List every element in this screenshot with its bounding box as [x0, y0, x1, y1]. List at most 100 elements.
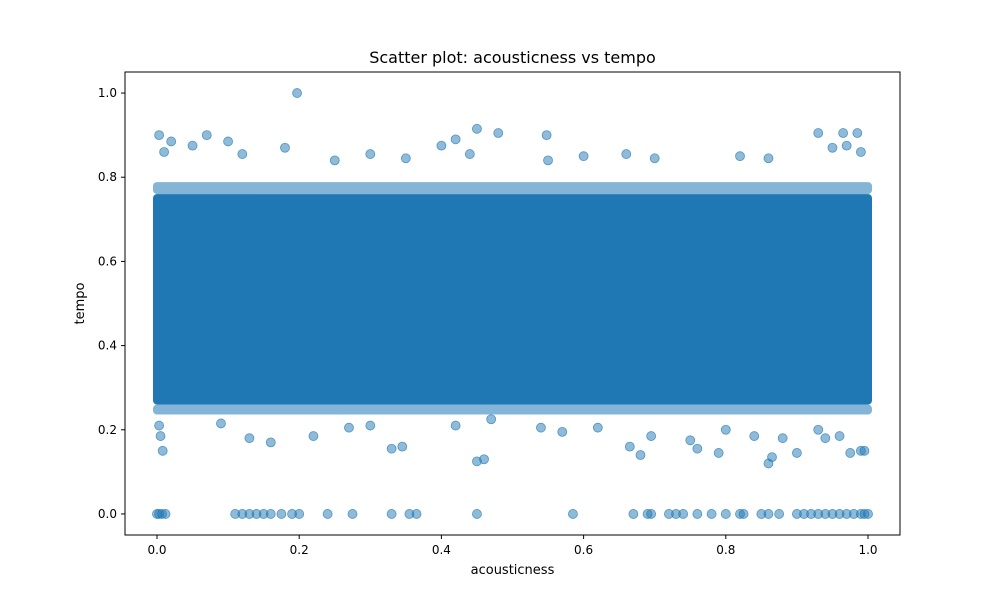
- scatter-point: [852, 128, 863, 138]
- y-tick-label: 1.0: [98, 86, 117, 100]
- scatter-point: [386, 509, 397, 519]
- y-tick-label: 0.6: [98, 254, 117, 268]
- scatter-point: [479, 454, 489, 465]
- scatter-point: [646, 509, 657, 519]
- scatter-point: [157, 445, 168, 456]
- scatter-point: [720, 424, 731, 435]
- scatter-point: [294, 509, 305, 519]
- scatter-points: [152, 88, 873, 519]
- scatter-point: [216, 418, 226, 429]
- scatter-point: [855, 147, 866, 157]
- scatter-point: [543, 155, 553, 166]
- scatter-point: [646, 431, 657, 441]
- y-tick-label: 0.8: [98, 170, 117, 184]
- x-tick-label: 0.4: [432, 543, 451, 557]
- scatter-point: [845, 448, 856, 458]
- scatter-point: [244, 433, 255, 444]
- scatter-point: [536, 422, 546, 433]
- scatter-point: [838, 128, 849, 138]
- scatter-point: [155, 431, 166, 441]
- scatter-point: [223, 136, 233, 147]
- scatter-point: [678, 509, 689, 519]
- scatter-point: [863, 509, 873, 519]
- scatter-point: [706, 509, 717, 519]
- scatter-point: [276, 509, 287, 519]
- scatter-point: [692, 443, 703, 454]
- scatter-point: [450, 134, 461, 145]
- scatter-point: [568, 509, 578, 519]
- scatter-point: [735, 151, 745, 162]
- scatter-point: [237, 149, 248, 159]
- scatter-point: [493, 128, 504, 138]
- scatter-point: [159, 147, 170, 157]
- x-tick-label: 0.8: [716, 543, 735, 557]
- scatter-point: [308, 431, 319, 441]
- dense-region-upper-fringe: [152, 182, 873, 195]
- scatter-point: [265, 437, 276, 448]
- scatter-point: [187, 140, 198, 151]
- scatter-point: [763, 153, 774, 164]
- scatter-point: [322, 509, 333, 519]
- scatter-point: [557, 426, 568, 437]
- x-tick-label: 0.0: [147, 543, 166, 557]
- y-tick-label: 0.0: [98, 507, 117, 521]
- scatter-point: [685, 435, 696, 446]
- x-tick-label: 0.6: [574, 543, 593, 557]
- scatter-point: [749, 431, 760, 441]
- scatter-point: [777, 433, 788, 444]
- scatter-point: [160, 509, 171, 519]
- scatter-point: [154, 130, 165, 141]
- scatter-point: [813, 424, 824, 435]
- plot-frame: [124, 71, 901, 536]
- y-tick-label: 0.2: [98, 423, 117, 437]
- x-tick-label: 0.2: [290, 543, 309, 557]
- scatter-point: [436, 140, 447, 151]
- scatter-point: [720, 509, 731, 519]
- scatter-point: [763, 509, 774, 519]
- scatter-point: [265, 509, 276, 519]
- y-axis-label: tempo: [73, 282, 88, 324]
- scatter-point: [827, 142, 838, 153]
- scatter-point: [486, 414, 497, 425]
- scatter-point: [292, 88, 302, 98]
- scatter-point: [344, 422, 354, 433]
- scatter-point: [738, 509, 749, 519]
- scatter-point: [411, 509, 422, 519]
- scatter-point: [592, 422, 603, 433]
- y-axis: 0.0 0.2 0.4 0.6 0.8 1.0: [98, 86, 125, 521]
- y-tick-label: 0.4: [98, 339, 117, 353]
- scatter-point: [624, 441, 635, 452]
- scatter-point: [329, 155, 340, 166]
- scatter-point: [859, 445, 870, 456]
- scatter-point: [365, 420, 376, 431]
- scatter-point: [347, 509, 358, 519]
- scatter-point: [472, 509, 482, 519]
- scatter-point: [365, 149, 376, 159]
- scatter-point: [280, 142, 290, 153]
- scatter-point: [767, 452, 777, 463]
- dense-point-band: [152, 182, 873, 415]
- x-tick-label: 1.0: [858, 543, 877, 557]
- scatter-point: [450, 420, 461, 431]
- scatter-point: [813, 128, 824, 138]
- x-axis: 0.0 0.2 0.4 0.6 0.8 1.0: [147, 535, 878, 557]
- scatter-point: [792, 448, 802, 458]
- plot-area: [152, 88, 873, 519]
- dense-region-lower-fringe: [152, 404, 873, 415]
- scatter-point: [386, 443, 397, 454]
- scatter-point: [166, 136, 177, 147]
- scatter-point: [578, 151, 589, 162]
- scatter-point: [154, 420, 165, 431]
- scatter-point: [820, 433, 831, 444]
- scatter-point: [635, 450, 646, 460]
- scatter-point: [649, 153, 660, 164]
- scatter-point: [692, 509, 703, 519]
- scatter-point: [834, 431, 845, 441]
- x-axis-label: acousticness: [471, 563, 555, 578]
- chart-title: Scatter plot: acousticness vs tempo: [369, 48, 656, 67]
- scatter-point: [713, 448, 724, 458]
- scatter-point: [464, 149, 475, 159]
- scatter-point: [628, 509, 639, 519]
- scatter-point: [841, 140, 852, 151]
